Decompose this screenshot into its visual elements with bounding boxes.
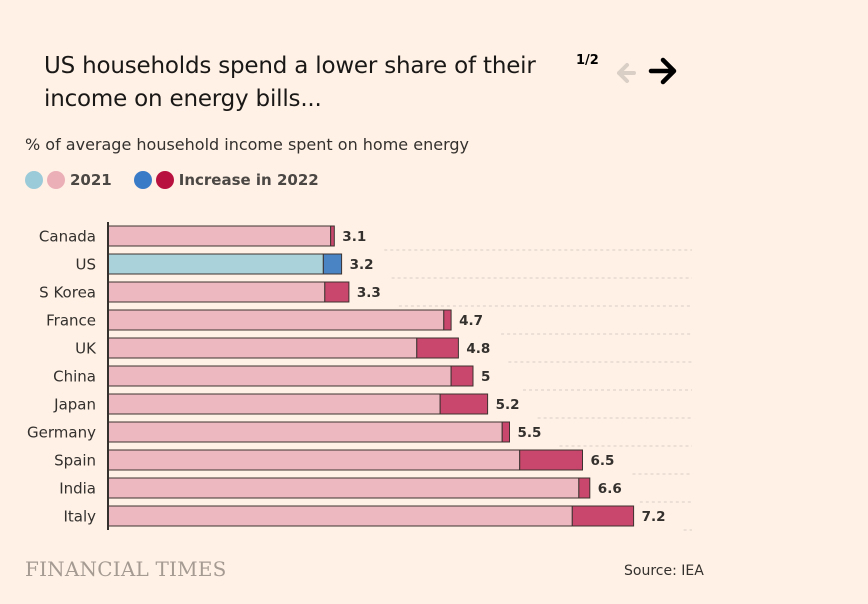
source-note: Source: IEA — [624, 563, 704, 579]
chart-subtitle: % of average household income spent on h… — [25, 135, 469, 154]
category-label: India — [59, 480, 96, 498]
bar-increase-2022 — [416, 337, 459, 359]
category-label: UK — [75, 340, 97, 358]
category-label: Germany — [27, 424, 96, 442]
next-arrow-icon[interactable] — [647, 55, 679, 87]
category-label: Canada — [39, 228, 96, 246]
total-value-label: 5.5 — [518, 425, 542, 441]
bar-increase-2022 — [322, 253, 343, 275]
category-label: Spain — [54, 452, 96, 470]
category-label: S Korea — [39, 284, 96, 302]
legend: 2021 Increase in 2022 — [25, 170, 319, 190]
bar-increase-2022 — [330, 225, 335, 247]
category-label: France — [46, 312, 96, 330]
bar-2021 — [107, 421, 503, 443]
legend-swatch-2021-us — [25, 171, 43, 189]
bar-2021 — [107, 477, 580, 499]
bar-increase-2022 — [443, 309, 452, 331]
bar-2021 — [107, 253, 324, 275]
bar-increase-2022 — [450, 365, 474, 387]
bar-2021 — [107, 225, 332, 247]
total-value-label: 6.6 — [598, 481, 622, 497]
total-value-label: 4.7 — [459, 313, 483, 329]
legend-label-2021: 2021 — [70, 171, 112, 189]
total-value-label: 3.1 — [342, 229, 366, 245]
total-value-label: 4.8 — [466, 341, 490, 357]
category-label: China — [53, 368, 96, 386]
brand-logo: FINANCIAL TIMES — [25, 557, 227, 581]
total-value-label: 5.2 — [496, 397, 520, 413]
bar-chart: Canada 3.1 US 3.2 S Korea 3.3 France 4.7 UK 4.8 Ch… — [27, 222, 692, 531]
previous-arrow-icon — [612, 60, 638, 86]
bar-2021 — [107, 393, 441, 415]
total-value-label: 6.5 — [591, 453, 615, 469]
legend-swatch-increase — [155, 171, 174, 189]
bar-2021 — [107, 309, 445, 331]
bar-2021 — [107, 449, 521, 471]
bar-2021 — [107, 337, 418, 359]
total-value-label: 3.3 — [357, 285, 381, 301]
category-label: US — [75, 256, 96, 274]
bar-increase-2022 — [501, 421, 511, 443]
bar-increase-2022 — [571, 505, 635, 527]
legend-swatch-increase-us — [133, 171, 152, 189]
total-value-label: 7.2 — [642, 509, 666, 525]
bar-increase-2022 — [519, 449, 583, 471]
bar-increase-2022 — [439, 393, 489, 415]
bar-2021 — [107, 281, 326, 303]
bar-increase-2022 — [324, 281, 350, 303]
bar-2021 — [107, 505, 573, 527]
total-value-label: 3.2 — [350, 257, 374, 273]
legend-label-increase: Increase in 2022 — [178, 171, 319, 189]
legend-swatch-2021 — [47, 171, 65, 189]
category-label: Japan — [53, 396, 96, 414]
total-value-label: 5 — [481, 369, 490, 385]
bar-increase-2022 — [578, 477, 591, 499]
bar-2021 — [107, 365, 452, 387]
category-label: Italy — [63, 508, 96, 526]
page-indicator: 1/2 — [576, 53, 599, 68]
chart-title: US households spend a lower share of the… — [44, 53, 536, 112]
